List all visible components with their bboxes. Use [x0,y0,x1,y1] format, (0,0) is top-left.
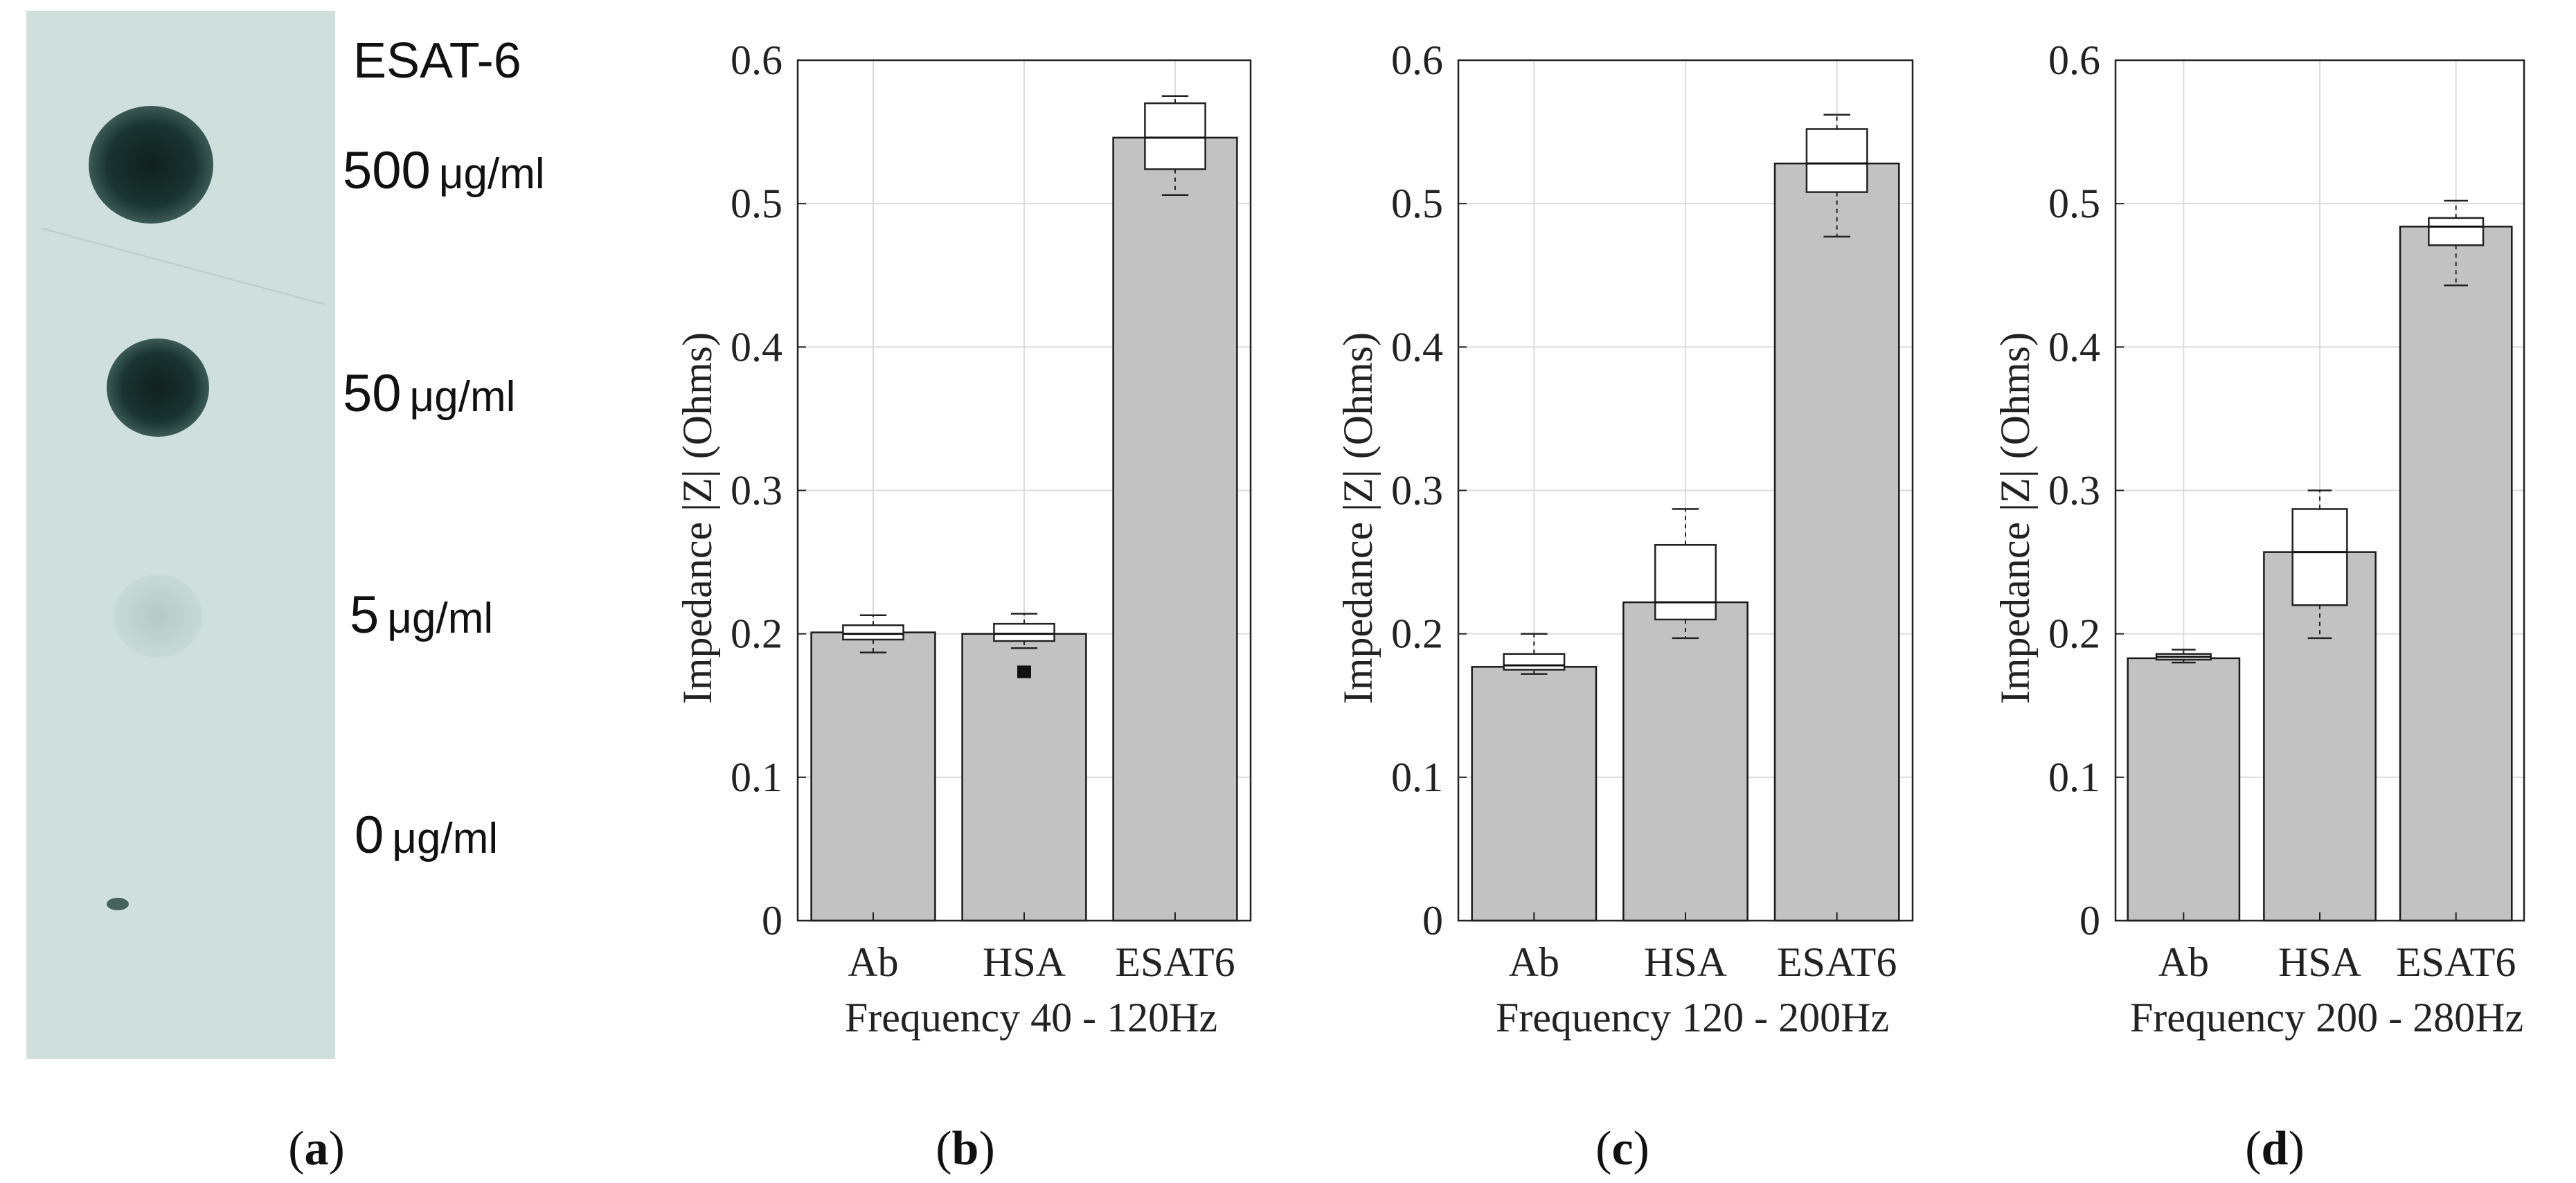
blot-row-unit: μg/ml [387,595,493,642]
y-tick-label: 0.1 [2048,755,2100,800]
y-tick-label: 0.6 [1391,37,1443,83]
x-axis-label: Frequency 120 - 200Hz [1496,995,1889,1040]
y-tick-label: 0.4 [731,324,782,370]
y-tick-label: 0.6 [731,37,782,83]
panel-label-b: (b) [936,1122,995,1175]
x-tick-label: ESAT6 [1777,939,1897,985]
y-tick-label: 0.5 [731,181,782,226]
x-tick-label: ESAT6 [2396,939,2516,985]
chart-panel-d: 0 0.1 0.2 0.3 0.4 0.5 0.6 Ab HSA ESAT6 Frequency 2… [1992,37,2525,1040]
panel-label-a: (a) [288,1122,345,1175]
y-tick-label: 0.1 [731,755,782,800]
x-tick-label: ESAT6 [1115,939,1235,985]
x-tick-label: HSA [2278,939,2361,985]
boxplot-hsa [993,613,1055,678]
boxplot-esat6 [1805,114,1868,238]
blot-row-label: 50 μg/ml [343,364,515,423]
bar-esat6 [2399,226,2513,922]
blot-title: ESAT-6 [353,33,521,89]
y-tick-label: 0.6 [2048,37,2100,83]
y-tick-label: 0.1 [1391,755,1443,800]
y-tick-label: 0.5 [2048,181,2100,226]
box [2291,508,2348,606]
bar-hsa [961,633,1087,922]
bar-ab [810,631,936,922]
boxplot-hsa [2291,489,2348,640]
y-tick-label: 0.3 [1391,468,1443,514]
y-tick-label: 0.3 [2048,468,2100,514]
box [1805,128,1868,193]
y-axis-label: Impedance |Z| (Ohms) [1992,332,2038,704]
x-tick-label: HSA [983,939,1066,985]
chart-panel-c: 0 0.1 0.2 0.3 0.4 0.5 0.6 Ab HSA ESAT6 Frequency 1… [1335,37,1914,1040]
box [1654,543,1717,621]
y-tick-label: 0 [762,898,782,943]
blot-row-label: 0 μg/ml [355,806,498,865]
blot-row-unit: μg/ml [392,815,498,863]
y-axis-label: Impedance |Z| (Ohms) [1335,332,1381,704]
blot-row-label: 500 μg/ml [343,141,545,200]
blot-dot-50 [107,338,209,437]
blot-row-value: 5 [350,586,379,644]
x-axis-label: Frequency 40 - 120Hz [845,995,1217,1040]
y-tick-label: 0 [2079,898,2100,943]
x-tick-label: Ab [848,939,898,985]
blot-scratch [41,228,326,305]
x-tick-label: Ab [1509,939,1559,985]
y-tick-label: 0.2 [2048,611,2100,657]
panel-labels: (a) (b) (c) (d) [288,1122,2305,1175]
box [842,624,904,641]
blot-dot-5 [114,575,202,658]
blot-row-unit: μg/ml [410,373,516,421]
blot-row-label: 5 μg/ml [350,586,493,644]
y-tick-label: 0.4 [2048,324,2100,370]
panel-label-d: (d) [2245,1122,2305,1175]
blot-row-value: 0 [355,806,384,865]
y-tick-label: 0.2 [731,611,782,657]
box [1503,653,1566,671]
panel-label-c: (c) [1595,1122,1649,1175]
bar-ab [2127,657,2241,922]
dot-blot-panel: ESAT-6 500 μg/ml 50 μg/ml 5 μg/ml 0 μg/ml [26,11,545,1059]
box [2428,217,2485,246]
y-tick-label: 0.4 [1391,324,1443,370]
chart-panel-b: 0 0.1 0.2 0.3 0.4 0.5 0.6 Ab HSA ESAT6 Frequency 4… [674,37,1252,1040]
boxplot-esat6 [2428,199,2485,287]
x-axis-label: Frequency 200 - 280Hz [2130,995,2523,1040]
blot-dot-500 [89,106,213,224]
outlier-point [1017,669,1031,678]
x-tick-label: Ab [2158,939,2209,985]
box [1144,102,1206,170]
boxplot-ab [1503,633,1566,675]
y-tick-label: 0.2 [1391,611,1443,657]
boxplot-ab [2155,649,2212,664]
bar-esat6 [1773,162,1900,922]
boxplot-hsa [1654,508,1717,640]
y-tick-label: 0 [1422,898,1443,943]
y-tick-label: 0.3 [731,468,782,514]
y-tick-label: 0.5 [1391,181,1443,226]
boxplot-ab [842,614,904,653]
box [993,622,1055,642]
bar-hsa [1622,601,1748,922]
blot-row-unit: μg/ml [439,150,545,198]
x-tick-label: HSA [1644,939,1727,985]
blot-speck [107,898,129,910]
blot-row-value: 50 [343,364,402,423]
bar-esat6 [1112,136,1238,922]
boxplot-esat6 [1144,95,1206,196]
blot-row-value: 500 [343,141,431,200]
y-axis-label: Impedance |Z| (Ohms) [674,332,720,704]
charts: 0 0.1 0.2 0.3 0.4 0.5 0.6 Ab HSA ESAT6 Frequency 4… [674,37,2525,1040]
bar-ab [1471,666,1598,922]
